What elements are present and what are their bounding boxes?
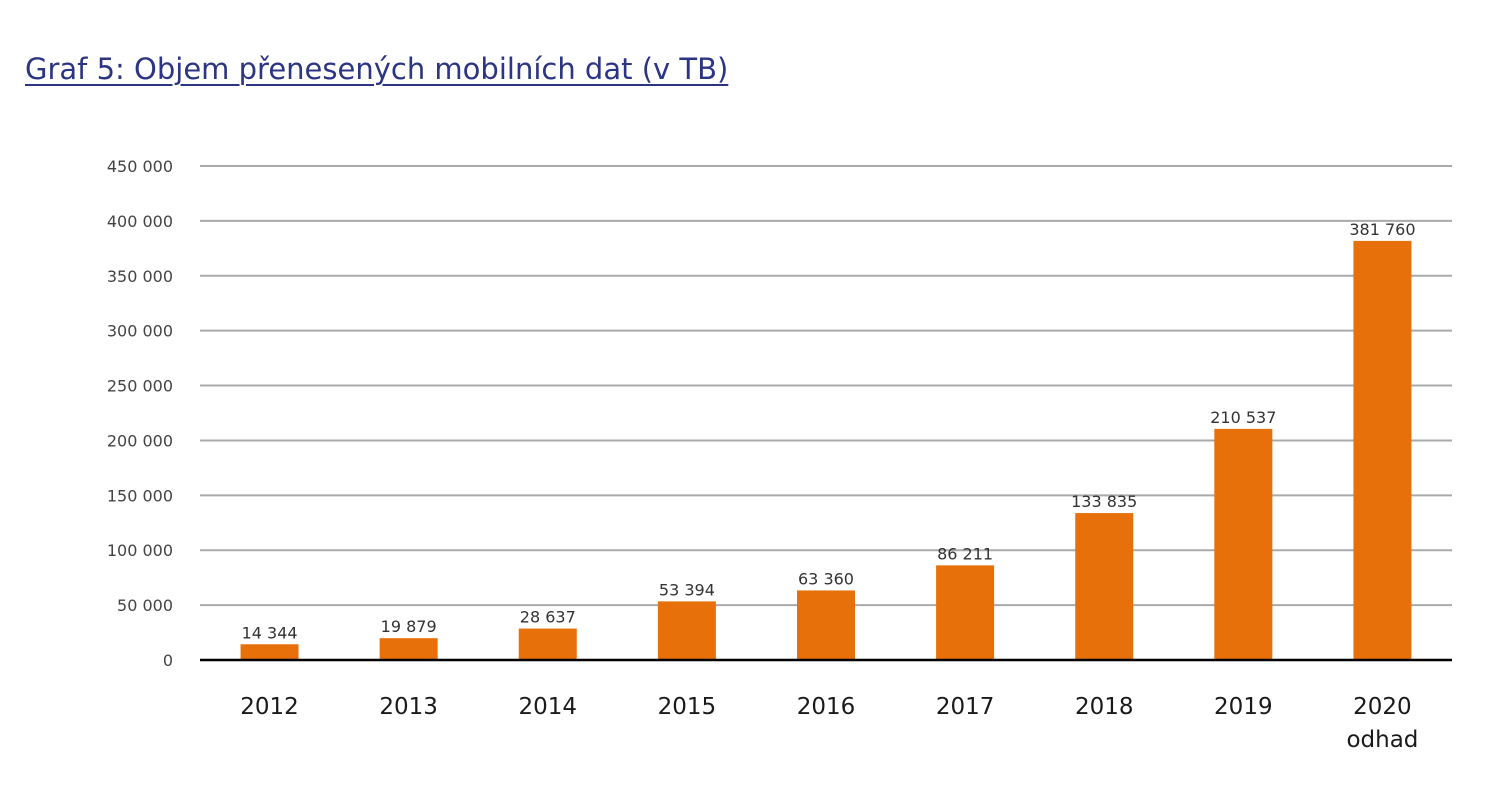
y-tick-label: 200 000 <box>107 431 173 450</box>
data-label: 133 835 <box>1071 492 1137 511</box>
y-tick-label: 150 000 <box>107 486 173 505</box>
x-tick-label: 2016 <box>797 694 856 720</box>
data-label: 53 394 <box>659 580 715 599</box>
bar <box>1075 513 1134 660</box>
gridlines <box>200 165 1452 607</box>
bars <box>240 240 1412 660</box>
y-tick-label: 450 000 <box>107 157 173 176</box>
y-tick-label: 100 000 <box>107 541 173 560</box>
y-tick-label: 300 000 <box>107 322 173 341</box>
y-tick-label: 350 000 <box>107 267 173 286</box>
data-labels: 14 344 19 879 28 637 53 394 63 360 86 211 133 … <box>242 220 1416 642</box>
x-tick-label: 2015 <box>658 694 717 720</box>
bar <box>657 601 716 660</box>
bar <box>1353 240 1412 660</box>
x-tick-label: 2018 <box>1075 694 1134 720</box>
data-label: 210 537 <box>1210 408 1276 427</box>
x-tick-label: 2019 <box>1214 694 1273 720</box>
bar <box>797 590 855 660</box>
data-label: 28 637 <box>520 608 576 627</box>
y-tick-label: 0 <box>163 651 173 670</box>
bar <box>379 638 438 660</box>
y-tick-label: 250 000 <box>107 377 173 396</box>
y-tick-label: 50 000 <box>117 596 173 615</box>
x-tick-label: 2020 odhad <box>1346 694 1418 753</box>
x-tick-label: 2017 <box>936 694 995 720</box>
data-label: 381 760 <box>1349 220 1415 239</box>
x-tick-label: 2012 <box>240 694 299 720</box>
bar <box>1214 428 1273 660</box>
x-tick-label: 2013 <box>379 694 438 720</box>
data-label: 86 211 <box>937 544 993 563</box>
data-label: 14 344 <box>242 623 298 642</box>
y-tick-label: 400 000 <box>107 212 173 231</box>
data-label: 63 360 <box>798 569 854 588</box>
bar <box>936 565 995 660</box>
chart-title: Graf 5: Objem přenesených mobilních dat … <box>25 52 729 86</box>
y-axis-ticks: 0 50 000 100 000 150 000 200 000 250 000 300 0… <box>107 157 173 670</box>
x-tick-label: 2014 <box>519 694 578 720</box>
bar <box>518 628 577 660</box>
data-label: 19 879 <box>381 617 437 636</box>
x-axis-ticks: 2012 2013 2014 2015 2016 2017 2018 2019 2020 odha… <box>240 694 1418 753</box>
bar <box>240 644 299 660</box>
